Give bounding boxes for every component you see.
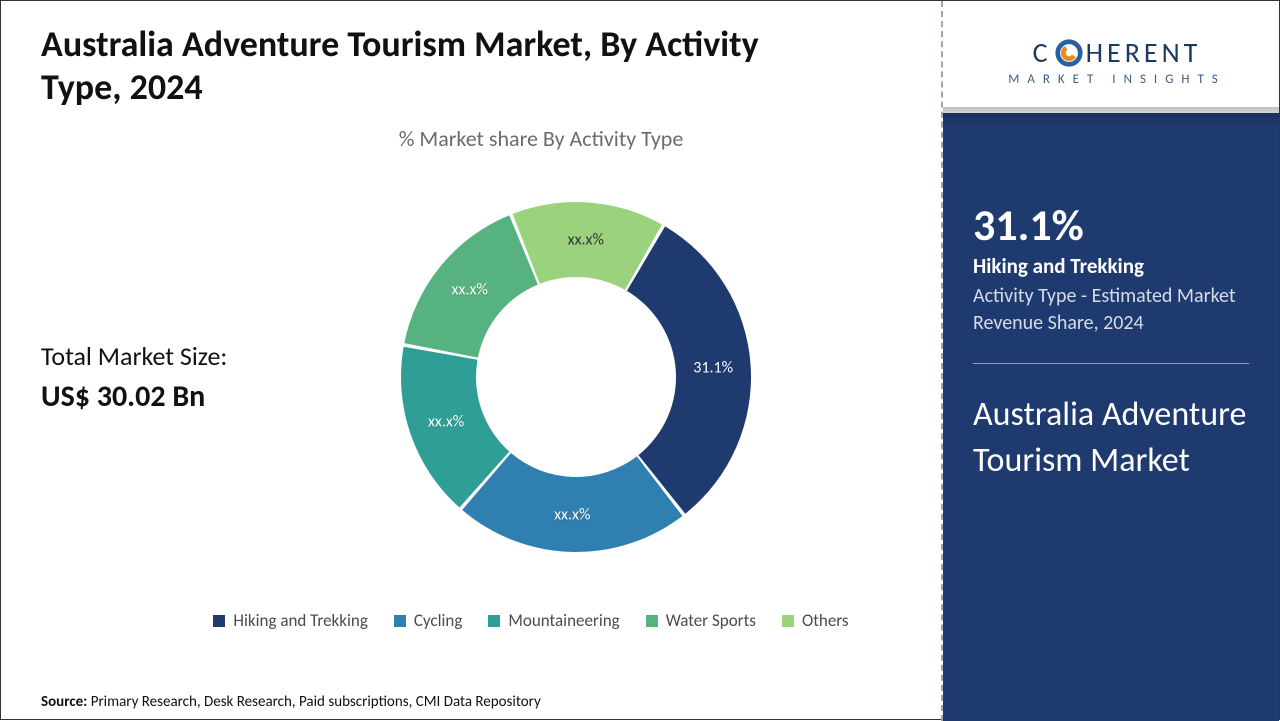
slice-label: xx.x% xyxy=(568,231,604,250)
source-line: Source: Primary Research, Desk Research,… xyxy=(41,693,541,711)
logo-rest: HERENT xyxy=(1086,35,1202,70)
slice-label: xx.x% xyxy=(428,413,464,432)
logo-wordmark: C HERENT xyxy=(1033,35,1202,70)
highlight-segment: Hiking and Trekking xyxy=(973,253,1249,279)
legend-label: Hiking and Trekking xyxy=(233,610,367,631)
legend-item: Others xyxy=(782,610,849,631)
legend-swatch xyxy=(394,615,406,627)
highlight-description: Activity Type - Estimated Market Revenue… xyxy=(973,283,1249,337)
legend-item: Hiking and Trekking xyxy=(213,610,367,631)
highlight-divider xyxy=(973,363,1249,364)
highlight-market-name: Australia Adventure Tourism Market xyxy=(973,392,1249,484)
page-title: Australia Adventure Tourism Market, By A… xyxy=(41,23,821,109)
source-text: Primary Research, Desk Research, Paid su… xyxy=(91,693,541,711)
highlight-panel: 31.1% Hiking and Trekking Activity Type … xyxy=(943,113,1279,721)
legend-label: Water Sports xyxy=(666,610,756,631)
donut-chart: 31.1% xx.x% xx.x% xx.x% xx.x% xyxy=(361,162,791,592)
right-column: C HERENT MARKET INSIGHTS 31.1% Hiking an… xyxy=(943,1,1279,721)
slice-label: xx.x% xyxy=(554,505,590,524)
logo-o-icon xyxy=(1054,38,1084,68)
chart-subtitle: % Market share By Activity Type xyxy=(161,125,921,152)
total-market-value: US$ 30.02 Bn xyxy=(41,378,341,415)
chart-legend: Hiking and Trekking Cycling Mountaineering… xyxy=(141,610,921,631)
legend-swatch xyxy=(488,615,500,627)
legend-item: Mountaineering xyxy=(488,610,619,631)
content-row: Total Market Size: US$ 30.02 Bn 31.1% xx.… xyxy=(41,162,921,592)
highlight-percent: 31.1% xyxy=(973,203,1249,247)
logo-letter-c: C xyxy=(1033,35,1052,70)
legend-swatch xyxy=(213,615,225,627)
logo-subtext: MARKET INSIGHTS xyxy=(1008,72,1226,87)
slice-label: 31.1% xyxy=(693,358,733,377)
legend-label: Mountaineering xyxy=(508,610,619,631)
legend-swatch xyxy=(782,615,794,627)
legend-label: Others xyxy=(802,610,849,631)
main-area: Australia Adventure Tourism Market, By A… xyxy=(1,1,941,721)
total-market-label: Total Market Size: xyxy=(41,340,341,372)
slice-label: xx.x% xyxy=(452,281,488,300)
legend-swatch xyxy=(646,615,658,627)
legend-item: Cycling xyxy=(394,610,462,631)
total-market-block: Total Market Size: US$ 30.02 Bn xyxy=(41,340,341,415)
source-prefix: Source: xyxy=(41,693,87,711)
brand-logo: C HERENT MARKET INSIGHTS xyxy=(943,1,1279,113)
legend-label: Cycling xyxy=(414,610,462,631)
legend-item: Water Sports xyxy=(646,610,756,631)
